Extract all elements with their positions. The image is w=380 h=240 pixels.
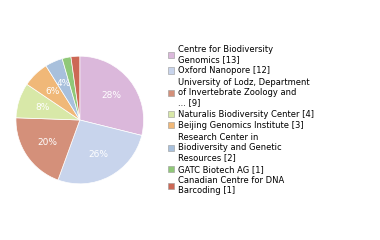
Legend: Centre for Biodiversity
Genomics [13], Oxford Nanopore [12], University of Lodz,: Centre for Biodiversity Genomics [13], O… [168,45,314,195]
Text: 28%: 28% [101,91,121,100]
Text: 20%: 20% [37,138,57,147]
Text: 8%: 8% [35,103,49,112]
Wedge shape [27,66,80,120]
Text: 6%: 6% [45,87,60,96]
Text: 26%: 26% [89,150,108,159]
Wedge shape [58,120,142,184]
Wedge shape [80,56,144,135]
Wedge shape [16,118,80,180]
Wedge shape [71,56,80,120]
Wedge shape [16,84,80,120]
Wedge shape [46,59,80,120]
Wedge shape [62,57,80,120]
Text: 4%: 4% [57,79,71,88]
